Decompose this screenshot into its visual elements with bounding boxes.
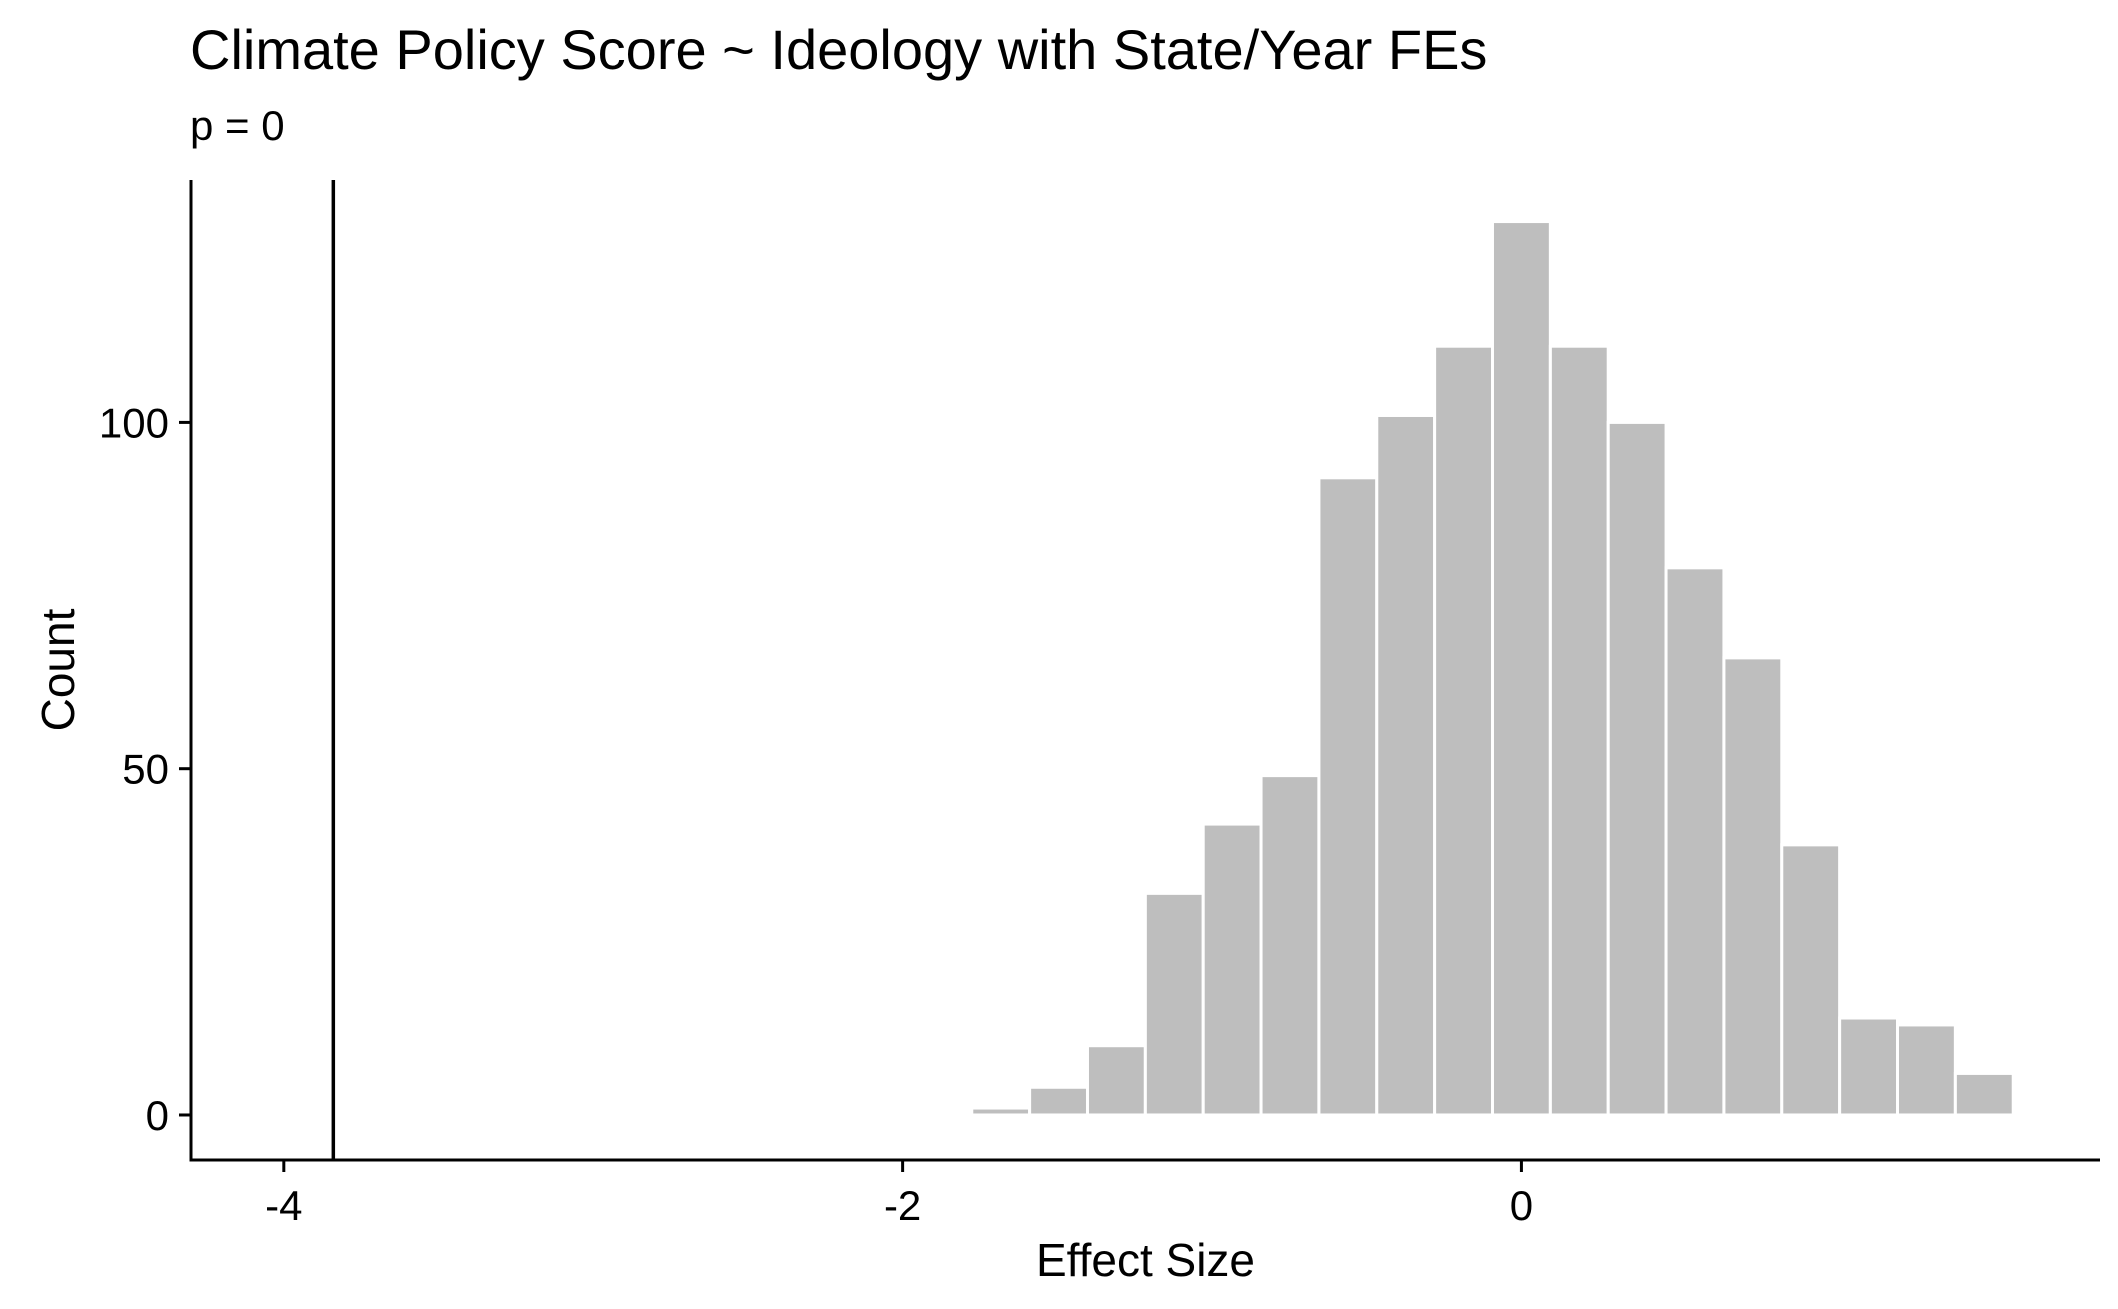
histogram-bar xyxy=(1201,822,1263,1117)
ticks-group: -4 -2 0 0 50 100 xyxy=(99,399,1533,1229)
histogram-bar xyxy=(1143,891,1205,1117)
x-tick-label: 0 xyxy=(1510,1182,1533,1229)
chart-subtitle: p = 0 xyxy=(190,102,285,149)
y-tick-label: 100 xyxy=(99,399,169,446)
histogram-bar xyxy=(1259,774,1321,1117)
histogram-bar xyxy=(970,1106,1032,1117)
histogram-bar xyxy=(1490,220,1552,1117)
x-tick-label: -2 xyxy=(884,1182,921,1229)
histogram-bar xyxy=(1953,1071,2015,1117)
histogram-bar xyxy=(1606,420,1668,1117)
histogram-bar xyxy=(1722,656,1784,1117)
y-tick-label: 0 xyxy=(146,1092,169,1139)
y-tick-label: 50 xyxy=(122,746,169,793)
x-axis-title: Effect Size xyxy=(1036,1234,1255,1286)
histogram-bar xyxy=(1375,413,1437,1117)
histogram-bar xyxy=(1085,1044,1147,1117)
x-tick-label: -4 xyxy=(265,1182,302,1229)
histogram-bar xyxy=(1838,1016,1899,1117)
histogram-bar xyxy=(1780,843,1842,1117)
histogram-bar xyxy=(1548,344,1610,1117)
histogram-bar xyxy=(1317,476,1379,1117)
bars-group xyxy=(970,220,2015,1117)
histogram-bar xyxy=(1433,344,1494,1117)
histogram-bar xyxy=(1664,566,1726,1117)
histogram-bar xyxy=(1895,1023,1957,1117)
y-axis-title: Count xyxy=(32,608,84,731)
histogram-bar xyxy=(1028,1085,1089,1117)
chart-title: Climate Policy Score ~ Ideology with Sta… xyxy=(190,18,1488,81)
